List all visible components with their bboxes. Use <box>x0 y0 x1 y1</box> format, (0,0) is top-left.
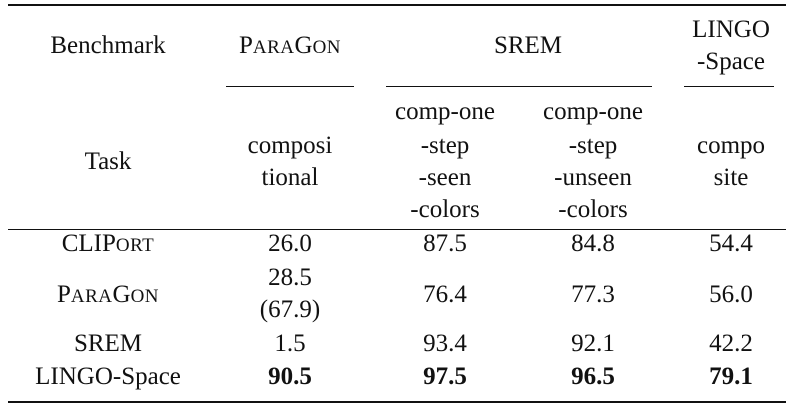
task-srem-unseen-line: -colors <box>558 196 628 223</box>
value-cell-extra: (67.9) <box>259 296 321 323</box>
paragon-part: ON <box>312 37 342 58</box>
task-paragon-line: composi <box>247 132 333 159</box>
top-rule <box>8 4 786 6</box>
task-srem-unseen-line: comp-one <box>543 98 643 125</box>
method-part: ON <box>130 286 160 307</box>
method-part: CLIP <box>61 230 116 257</box>
value-cell: 54.4 <box>709 230 753 257</box>
value-cell: 56.0 <box>709 281 753 308</box>
value-cell-best: 90.5 <box>268 363 312 390</box>
header-task: Task <box>84 148 132 175</box>
paragon-part: G <box>294 32 313 59</box>
value-cell: 28.5 <box>268 264 312 291</box>
method-name: CLIPORT <box>8 228 208 262</box>
task-srem-seen-line: -step <box>420 132 470 159</box>
task-srem-seen-line: -seen <box>418 164 472 191</box>
value-cell: 92.1 <box>571 330 615 357</box>
value-cell: 42.2 <box>709 330 753 357</box>
value-cell: 26.0 <box>268 230 312 257</box>
value-cell: 93.4 <box>423 330 467 357</box>
task-lingo-line: site <box>713 164 749 191</box>
method-name: PARAGON <box>8 279 208 313</box>
task-srem-unseen-line: -step <box>568 132 618 159</box>
header-paragon: PARAGON <box>210 30 370 64</box>
value-cell-best: 79.1 <box>709 363 753 390</box>
value-cell: 76.4 <box>423 281 467 308</box>
cmidrule-lingo <box>684 86 774 87</box>
header-srem: SREM <box>493 32 563 59</box>
header-lingo-line2: -Space <box>696 48 766 75</box>
value-cell: 84.8 <box>571 230 615 257</box>
method-part: G <box>112 281 131 308</box>
task-paragon-line: tional <box>261 164 319 191</box>
task-srem-unseen-line: -unseen <box>554 164 632 191</box>
paragon-part: ARA <box>252 37 295 58</box>
bottom-rule <box>8 401 786 403</box>
header-lingo-line1: LINGO <box>692 16 770 43</box>
task-lingo-line: compo <box>696 132 766 159</box>
value-cell: 1.5 <box>274 330 306 357</box>
task-srem-seen-line: -colors <box>410 196 480 223</box>
header-benchmark: Benchmark <box>50 32 166 59</box>
task-srem-seen-line: comp-one <box>395 98 495 125</box>
method-part: ORT <box>115 235 155 256</box>
method-part: ARA <box>70 286 113 307</box>
paragon-part: P <box>238 32 253 59</box>
cmidrule-srem <box>386 86 652 87</box>
method-name: LINGO-Space <box>35 363 181 390</box>
cmidrule-paragon <box>226 86 354 87</box>
value-cell-best: 96.5 <box>571 363 615 390</box>
mid-rule <box>8 229 786 230</box>
value-cell-best: 97.5 <box>423 363 467 390</box>
value-cell: 87.5 <box>423 230 467 257</box>
method-part: P <box>56 281 71 308</box>
method-name: SREM <box>73 330 143 357</box>
value-cell: 77.3 <box>571 281 615 308</box>
